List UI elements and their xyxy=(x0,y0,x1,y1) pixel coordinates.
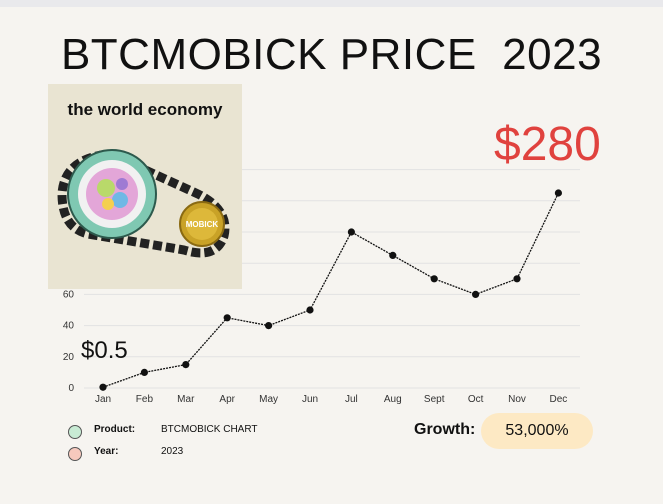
data-point xyxy=(554,189,563,197)
x-tick-label: Mar xyxy=(177,394,195,405)
world-economy-logo: the world economy MOBICK xyxy=(48,84,242,289)
start-price-label: $0.5 xyxy=(81,337,128,364)
x-tick-label: Aug xyxy=(384,394,402,405)
x-tick-label: Feb xyxy=(136,394,154,405)
end-price-label: $280 xyxy=(494,118,601,171)
series-line xyxy=(102,192,559,388)
data-point xyxy=(306,306,314,314)
legend-item-product: Product: BTCMOBICK CHART xyxy=(68,424,268,440)
price-series xyxy=(99,189,563,391)
data-point xyxy=(182,361,190,369)
y-tick-label: 40 xyxy=(63,321,75,332)
legend-value: 2023 xyxy=(161,446,184,457)
legend-item-year: Year: 2023 xyxy=(68,446,268,462)
coin-chain-illustration: MOBICK xyxy=(57,149,230,258)
y-tick-labels: 0 20 40 60 xyxy=(63,289,75,394)
x-tick-label: Oct xyxy=(468,394,484,405)
data-point xyxy=(430,275,438,283)
y-tick-label: 20 xyxy=(63,352,75,363)
legend-dot-icon xyxy=(68,425,82,439)
legend-key: Product: xyxy=(94,424,136,435)
top-bar xyxy=(0,0,663,7)
growth-value-badge: 53,000% xyxy=(481,413,593,449)
x-tick-label: Jul xyxy=(345,394,358,405)
x-tick-label: Dec xyxy=(550,394,568,405)
logo-text: the world economy xyxy=(67,100,223,119)
x-tick-labels: Jan Feb Mar Apr May Jun Jul Aug Sept Oct Nov Dec xyxy=(95,394,567,405)
data-point xyxy=(265,322,273,330)
data-point xyxy=(223,314,231,322)
legend-dot-icon xyxy=(68,447,82,461)
x-tick-label: Apr xyxy=(219,394,235,405)
x-tick-label: Nov xyxy=(508,394,526,405)
x-tick-label: Jan xyxy=(95,394,111,405)
growth-label: Growth: xyxy=(414,421,476,438)
data-point xyxy=(140,368,148,376)
data-point xyxy=(513,275,521,283)
x-tick-label: Sept xyxy=(424,394,445,405)
badge-text: MOBICK xyxy=(186,220,219,229)
data-point xyxy=(99,383,107,391)
data-point xyxy=(389,251,397,259)
x-tick-label: Jun xyxy=(302,394,318,405)
legend-value: BTCMOBICK CHART xyxy=(161,424,258,435)
data-point xyxy=(347,228,355,236)
y-tick-label: 60 xyxy=(63,289,75,300)
chart-title: BTCMOBICK PRICE 2023 xyxy=(60,30,603,79)
y-tick-label: 0 xyxy=(68,383,74,394)
legend-key: Year: xyxy=(94,446,119,457)
data-point xyxy=(472,290,480,298)
x-tick-label: May xyxy=(259,394,278,405)
